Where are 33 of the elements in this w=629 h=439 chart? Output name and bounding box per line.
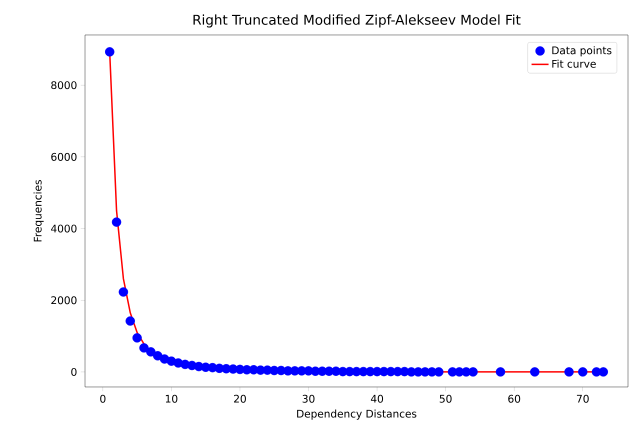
y-tick-label: 6000 — [51, 152, 77, 161]
y-tick-label: 0 — [71, 368, 77, 376]
point — [578, 367, 588, 377]
point — [530, 367, 540, 377]
x-tick-label: 50 — [440, 394, 452, 403]
point — [496, 367, 506, 377]
point — [434, 367, 444, 377]
x-tick-label: 10 — [166, 394, 178, 403]
legend-label: Data points — [552, 46, 612, 56]
point — [146, 347, 156, 357]
point — [126, 316, 135, 326]
point — [132, 333, 142, 343]
point — [468, 367, 478, 377]
x-tick-label: 60 — [508, 394, 520, 403]
point — [598, 367, 608, 377]
y-tick-label: 4000 — [51, 224, 77, 233]
x-tick-label: 0 — [100, 394, 106, 403]
x-tick-label: 70 — [576, 394, 589, 403]
point — [118, 287, 128, 297]
x-tick-label: 40 — [370, 394, 384, 403]
x-tick-label: 20 — [234, 394, 246, 403]
y-tick-label: 2000 — [51, 296, 77, 304]
y-tick-label: 8000 — [51, 81, 77, 90]
point — [139, 343, 149, 353]
x-axis-title: Dependency Distances — [297, 410, 416, 420]
point — [152, 351, 162, 360]
x-tick-label: 30 — [302, 394, 314, 403]
legend-label: Fit curve — [552, 60, 596, 68]
point — [564, 367, 574, 377]
chart-title: Right Truncated Modified Zipf-Alekseev Model Fit — [194, 14, 521, 28]
point — [104, 47, 114, 57]
point — [112, 217, 122, 227]
y-axis-title: Frequencies — [34, 180, 44, 242]
